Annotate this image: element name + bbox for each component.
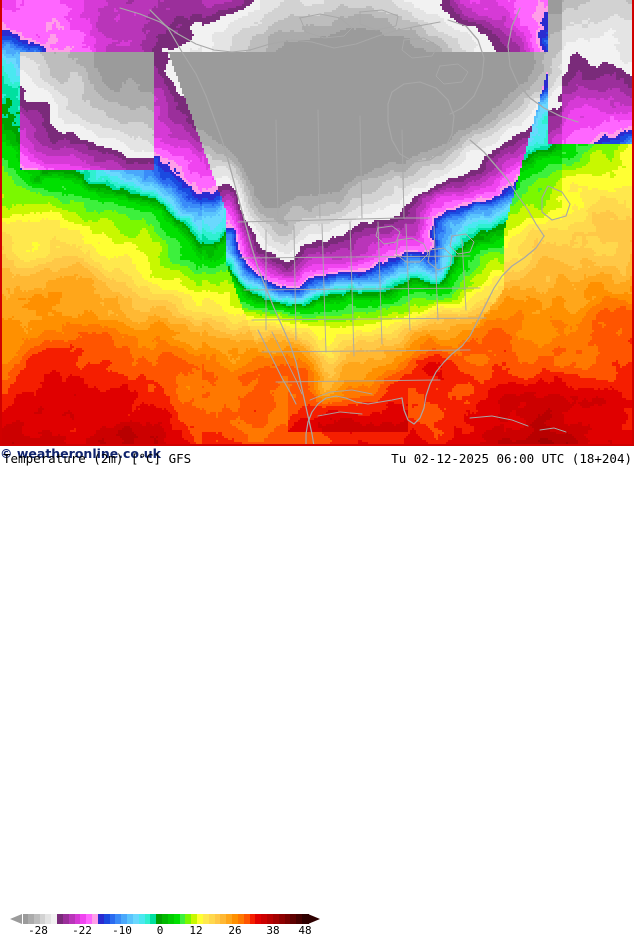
temperature-field-canvas (0, 0, 634, 446)
copyright-label: © weatheronline.co.uk (0, 446, 161, 461)
temperature-color-legend: -28 -22 -10 0 12 26 38 48 (0, 913, 330, 937)
legend-tick-neg28: -28 (28, 924, 48, 937)
legend-tick-38: 38 (266, 924, 280, 937)
legend-tick-26: 26 (228, 924, 242, 937)
map-border-left (0, 0, 2, 446)
temperature-map[interactable] (0, 0, 634, 446)
map-footer: Temperature (2m) [°C] GFS Tu 02-12-2025 … (0, 446, 634, 937)
legend-tick-48: 48 (298, 924, 312, 937)
legend-tick-0: 0 (156, 924, 164, 937)
product-title: Temperature (2m) [°C] GFS (3, 451, 192, 466)
legend-tick-neg10: -10 (112, 924, 132, 937)
legend-tick-12: 12 (189, 924, 203, 937)
map-border-bottom (0, 444, 634, 446)
valid-time-label: Tu 02-12-2025 06:00 UTC (18+204) (391, 451, 632, 466)
map-border-right (632, 0, 634, 446)
legend-tick-labels: -28 -22 -10 0 12 26 38 48 (0, 924, 330, 937)
legend-tick-neg22: -22 (72, 924, 92, 937)
